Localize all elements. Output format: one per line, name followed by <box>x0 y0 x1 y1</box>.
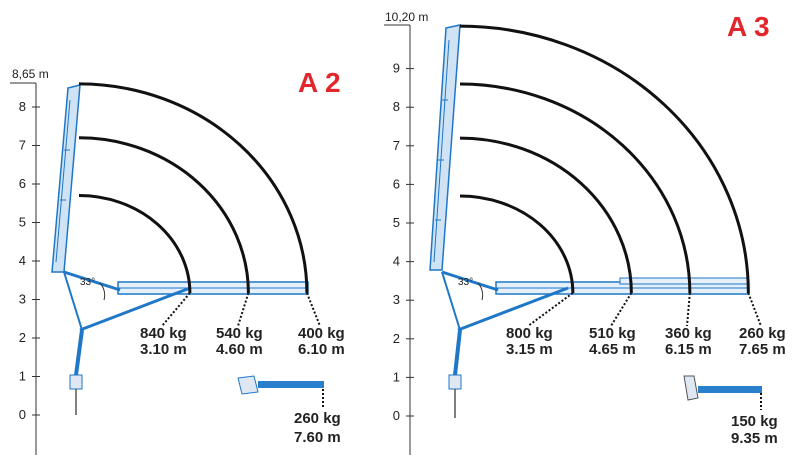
load-kg: 360 kg <box>665 325 712 342</box>
angle-label: 33° <box>80 277 95 288</box>
crane-boom-arm <box>63 270 309 415</box>
load-kg: 400 kg <box>298 325 345 342</box>
extension-kg: 260 kg <box>294 410 341 427</box>
y-tick-label: 6 <box>393 176 400 191</box>
load-kg: 510 kg <box>589 325 636 342</box>
reach-arcs <box>78 82 309 294</box>
panel-a3: 10,20 m 0 1 2 3 4 5 6 7 8 9 A 3 33° 800 kg3.15 m 5… <box>384 10 786 455</box>
y-tick-label: 7 <box>19 138 26 153</box>
y-tick-label: 3 <box>393 292 400 307</box>
reach-m: 3.10 m <box>140 341 187 358</box>
y-tick-label: 4 <box>393 254 400 269</box>
extension-m: 9.35 m <box>731 430 778 447</box>
load-kg: 260 kg <box>739 325 786 342</box>
reach-m: 6.15 m <box>665 341 712 358</box>
reach-arc <box>459 24 750 294</box>
y-tick-label: 7 <box>393 138 400 153</box>
angle-arc <box>99 282 106 301</box>
load-kg: 540 kg <box>216 325 263 342</box>
extension-boom <box>237 375 324 408</box>
leader-line <box>527 292 574 327</box>
leader-line <box>305 292 321 327</box>
leader-line <box>747 292 762 327</box>
reach-arc <box>78 136 250 294</box>
reach-m: 3.15 m <box>506 341 553 358</box>
reach-m: 6.10 m <box>298 341 345 358</box>
reach-arc <box>459 82 692 294</box>
load-kg: 840 kg <box>140 325 187 342</box>
crane-boom-arm <box>441 270 749 418</box>
y-ticks: 0 1 2 3 4 5 6 7 8 <box>19 99 40 422</box>
panel-a2: 8,65 m 0 1 2 3 4 5 6 7 8 A 2 33° 840 kg3.10 m 540… <box>10 67 345 455</box>
reach-arc <box>78 194 192 294</box>
extension-boom <box>683 375 762 410</box>
y-tick-label: 1 <box>393 369 400 384</box>
reach-arc <box>459 194 575 294</box>
reach-m: 7.65 m <box>739 341 786 358</box>
reach-arc <box>459 136 633 294</box>
y-tick-label: 5 <box>393 215 400 230</box>
panel-label: A 2 <box>298 67 341 98</box>
reach-m: 4.65 m <box>589 341 636 358</box>
y-tick-label: 0 <box>19 407 26 422</box>
angle-label: 33° <box>458 277 473 288</box>
panel-label: A 3 <box>727 11 770 42</box>
extension-m: 7.60 m <box>294 429 341 446</box>
axis-top-label: 8,65 m <box>12 67 49 81</box>
leader-line <box>161 292 191 327</box>
load-labels: 840 kg3.10 m 540 kg4.60 m 400 kg6.10 m <box>140 292 345 358</box>
y-tick-label: 9 <box>393 61 400 76</box>
y-tick-label: 2 <box>19 330 26 345</box>
load-labels: 800 kg3.15 m 510 kg4.65 m 360 kg6.15 m 260 … <box>506 292 786 358</box>
y-tick-label: 8 <box>393 99 400 114</box>
leader-line <box>686 292 691 327</box>
y-ticks: 0 1 2 3 4 5 6 7 8 9 <box>393 61 414 423</box>
extension-kg: 150 kg <box>731 413 778 430</box>
angle-arc <box>477 282 484 301</box>
reach-arc <box>78 82 309 294</box>
y-tick-label: 6 <box>19 176 26 191</box>
reach-arcs <box>459 24 750 294</box>
y-tick-label: 5 <box>19 215 26 230</box>
reach-m: 4.60 m <box>216 341 263 358</box>
axis-top-label: 10,20 m <box>385 10 428 24</box>
y-tick-label: 4 <box>19 253 26 268</box>
y-tick-label: 2 <box>393 331 400 346</box>
y-tick-label: 0 <box>393 408 400 423</box>
y-tick-label: 1 <box>19 369 26 384</box>
crane-mast <box>429 24 461 271</box>
leader-line <box>237 292 250 327</box>
y-tick-label: 8 <box>19 99 26 114</box>
load-kg: 800 kg <box>506 325 553 342</box>
crane-mast <box>51 84 81 273</box>
y-tick-label: 3 <box>19 292 26 307</box>
leader-line <box>610 292 633 327</box>
